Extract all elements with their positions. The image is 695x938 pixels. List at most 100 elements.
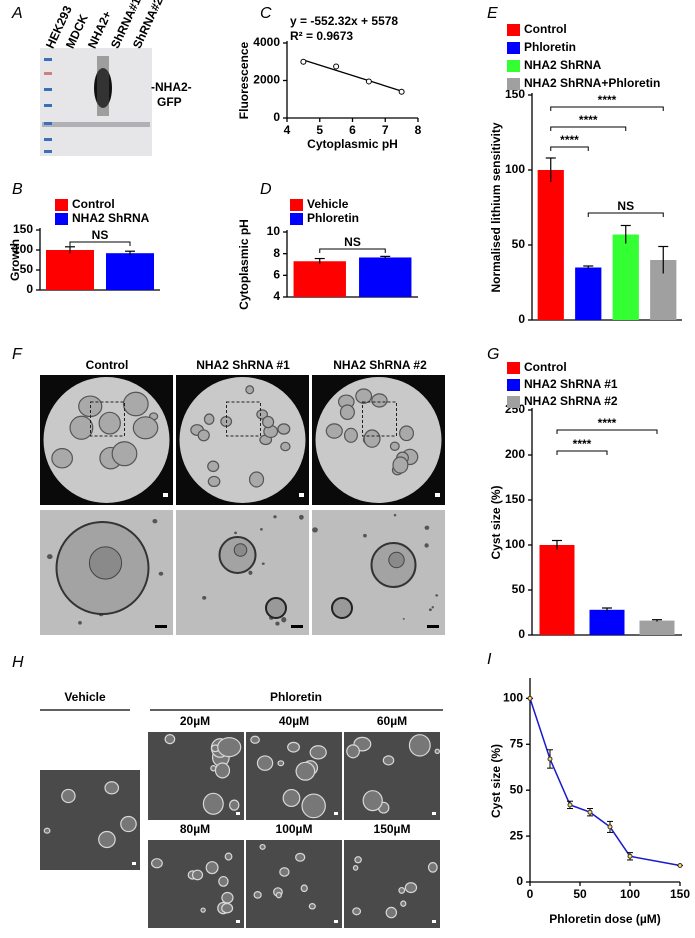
legend-label: NHA2 ShRNA #2 — [524, 394, 618, 408]
organoid — [363, 429, 381, 448]
y-axis-label: Cytoplasmic pH — [237, 219, 251, 310]
organoid — [400, 900, 407, 907]
organoid-core — [88, 546, 123, 580]
legend-swatch — [507, 379, 520, 391]
legend-swatch — [507, 362, 520, 374]
significance-label: **** — [579, 113, 598, 127]
organoid — [152, 519, 158, 524]
organoid — [46, 554, 53, 560]
dose-label: 40µM — [279, 714, 309, 728]
organoid — [280, 441, 291, 452]
organoid — [434, 748, 440, 755]
dose-label: 100µM — [276, 822, 313, 836]
organoid — [221, 902, 234, 914]
organoid — [282, 788, 301, 808]
x-tick-label: 100 — [620, 887, 640, 901]
legend-swatch — [55, 213, 68, 225]
organoid — [43, 827, 51, 834]
data-point — [607, 824, 613, 830]
legend-label: Phloretin — [524, 40, 576, 54]
organoid — [207, 475, 221, 488]
y-tick-label: 0 — [273, 110, 280, 124]
y-axis-label: Normalised lithium sensitivity — [489, 122, 503, 292]
bar — [575, 267, 602, 320]
y-tick-label: 4 — [273, 289, 280, 303]
organoid — [398, 886, 406, 894]
zoom-box — [226, 401, 261, 437]
organoid — [203, 413, 215, 425]
y-tick-label: 150 — [13, 222, 33, 236]
significance-label: **** — [598, 93, 617, 107]
y-tick-label: 8 — [273, 246, 280, 260]
organoid — [132, 416, 159, 440]
organoid — [309, 745, 327, 760]
organoid — [427, 862, 438, 873]
organoid — [261, 562, 265, 565]
significance-label: **** — [573, 437, 592, 451]
organoid — [151, 858, 163, 869]
significance-bracket — [550, 126, 627, 131]
organoid — [221, 891, 234, 904]
organoid — [392, 456, 409, 474]
legend-swatch — [507, 24, 520, 36]
organoid-core — [233, 543, 248, 557]
significance-bracket — [550, 106, 664, 111]
organoid — [245, 385, 255, 395]
organoid — [399, 425, 415, 442]
organoid — [352, 865, 359, 871]
organoid — [363, 533, 367, 538]
y-axis-label: Growth — [8, 239, 22, 281]
dose-label: 150µM — [374, 822, 411, 836]
organoid — [207, 460, 220, 473]
x-tick-label: 4 — [284, 123, 291, 137]
y-tick-label: 0 — [518, 627, 525, 641]
band-label: -NHA2- — [151, 80, 192, 94]
x-tick-label: 0 — [527, 887, 534, 901]
organoid — [277, 423, 291, 435]
significance-bracket — [69, 241, 131, 246]
organoid — [408, 734, 431, 757]
panel-letter: F — [12, 346, 23, 363]
y-axis-label: Cyst size (%) — [489, 744, 503, 818]
organoid — [273, 515, 277, 519]
column-title: NHA2 ShRNA #1 — [196, 358, 290, 372]
bar — [639, 620, 675, 635]
bar — [612, 234, 639, 320]
y-tick-label: 75 — [510, 736, 524, 750]
organoid — [346, 744, 360, 759]
organoid — [51, 448, 74, 469]
organoid — [404, 882, 418, 894]
scale-bar — [432, 920, 436, 923]
panel-letter: I — [487, 651, 492, 668]
legend-label: NHA2 ShRNA — [72, 211, 150, 225]
organoid — [224, 852, 233, 861]
y-tick-label: 0 — [516, 874, 523, 888]
zoom-box — [362, 401, 397, 437]
y-axis-label: Cyst size (%) — [489, 485, 503, 559]
panel-letter: C — [260, 5, 272, 22]
organoid — [362, 790, 383, 812]
data-point — [567, 802, 573, 808]
x-axis-label: Phloretin dose (µM) — [549, 912, 661, 926]
organoid — [355, 388, 373, 404]
legend-swatch — [507, 78, 520, 90]
scale-bar — [155, 625, 167, 628]
scale-bar — [435, 493, 440, 497]
blot-band — [42, 122, 150, 127]
organoid — [256, 755, 274, 771]
y-tick-label: 100 — [505, 537, 525, 551]
significance-bracket — [587, 212, 664, 217]
y-tick-label: 6 — [273, 268, 280, 282]
organoid — [435, 594, 439, 597]
y-tick-label: 10 — [267, 224, 281, 238]
organoid — [402, 618, 405, 620]
bar — [589, 609, 625, 635]
panel-letter: E — [487, 5, 498, 22]
data-point — [587, 809, 593, 815]
organoid — [218, 875, 229, 887]
organoid — [248, 570, 253, 575]
y-tick-label: 150 — [505, 87, 525, 101]
data-point — [333, 63, 340, 70]
x-tick-label: 6 — [349, 123, 356, 137]
line — [529, 698, 681, 867]
